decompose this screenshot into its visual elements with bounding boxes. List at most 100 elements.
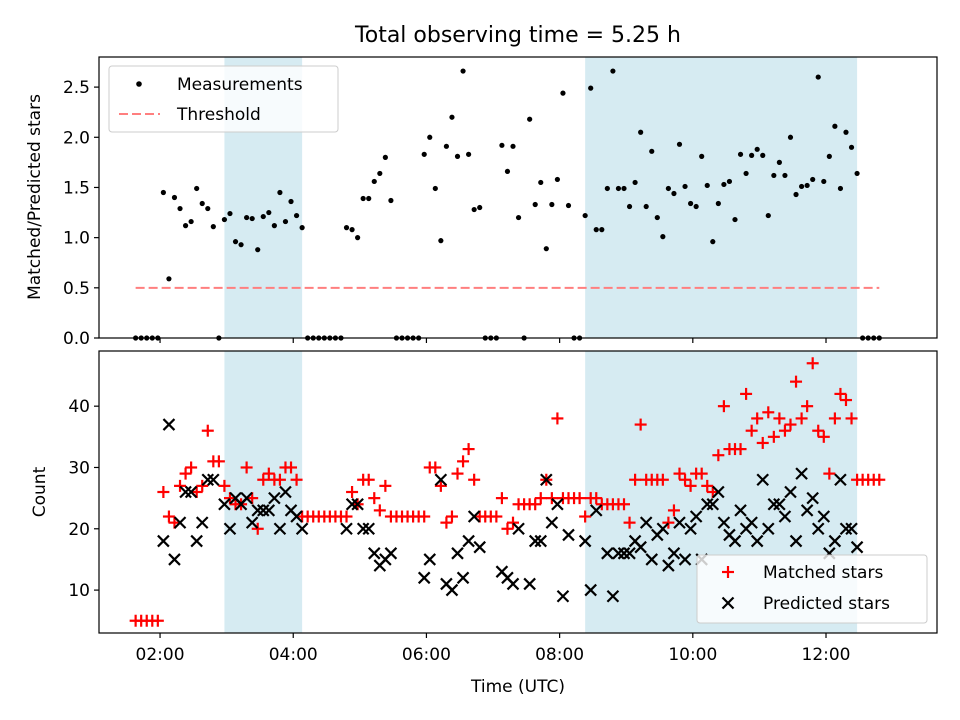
y-tick-label: 40	[68, 397, 90, 417]
top-legend: Measurements Threshold	[108, 65, 339, 133]
measurement-point	[382, 154, 388, 160]
measurement-point	[194, 185, 200, 192]
measurement-point	[588, 85, 594, 91]
matched-star-marker	[845, 412, 858, 425]
matched-star-marker	[451, 467, 464, 480]
predicted-star-marker	[256, 504, 270, 517]
matched-star-marker	[545, 492, 558, 505]
measurement-point	[638, 129, 644, 135]
matched-star-marker	[662, 516, 675, 529]
matched-star-marker	[174, 479, 187, 492]
measurement-point	[560, 90, 566, 96]
predicted-star-marker	[584, 583, 597, 597]
measurement-point	[366, 195, 372, 202]
legend-measurements-marker	[136, 81, 142, 87]
predicted-star-marker	[850, 540, 864, 554]
matched-star-marker	[262, 467, 275, 480]
matched-star-marker	[495, 492, 508, 505]
measurement-point	[427, 134, 433, 140]
measurement-point	[654, 214, 660, 221]
matched-star-marker	[740, 387, 753, 400]
measurement-point	[699, 153, 705, 159]
predicted-star-marker	[268, 491, 281, 505]
bottom-legend-box	[696, 554, 928, 624]
measurement-point	[277, 189, 283, 196]
legend-matched-marker	[722, 566, 734, 578]
measurement-point	[554, 176, 561, 183]
measurement-point	[810, 176, 816, 183]
measurement-point	[771, 172, 777, 179]
x-axis-label: Time (UTC)	[470, 677, 565, 697]
measurement-point	[171, 194, 178, 201]
measurement-point	[715, 200, 721, 207]
bottom-y-axis-ticks: 10 20 30 40	[68, 397, 99, 601]
predicted-star-marker	[545, 516, 559, 529]
predicted-star-marker	[789, 534, 803, 548]
matched-star-marker	[579, 510, 592, 523]
matched-star-marker	[784, 418, 797, 431]
matched-star-marker	[679, 473, 692, 486]
legend-matched-label: Matched stars	[763, 563, 883, 583]
measurement-point	[166, 276, 172, 282]
predicted-star-marker	[184, 485, 198, 499]
legend-predicted-label: Predicted stars	[763, 594, 890, 614]
matched-star-marker	[756, 436, 769, 449]
measurement-point	[538, 179, 544, 186]
predicted-star-marker	[662, 559, 675, 572]
y-tick-label: 2.5	[63, 78, 90, 98]
measurement-point	[726, 178, 733, 185]
matched-star-marker	[529, 498, 542, 511]
predicted-star-marker	[828, 534, 842, 548]
measurement-point	[199, 200, 205, 207]
measurement-point	[593, 227, 599, 233]
matched-star-marker	[823, 467, 836, 480]
x-tick-label: 02:00	[136, 645, 185, 665]
y-tick-label: 0.5	[63, 279, 90, 299]
predicted-star-marker	[367, 547, 381, 560]
measurement-point	[499, 142, 505, 148]
predicted-star-marker	[817, 510, 831, 523]
measurement-point	[671, 190, 677, 197]
predicted-star-marker	[218, 497, 231, 511]
matched-star-marker	[162, 510, 175, 523]
measurement-point	[804, 182, 810, 189]
matched-star-marker	[873, 473, 886, 486]
measurement-point	[721, 181, 727, 188]
predicted-star-marker	[345, 497, 359, 511]
matched-star-marker	[507, 516, 520, 529]
predicted-star-marker	[290, 510, 303, 523]
matched-star-marker	[778, 424, 791, 437]
predicted-star-marker	[578, 534, 592, 548]
legend-predicted-marker	[721, 596, 735, 610]
measurement-point	[515, 214, 522, 221]
predicted-star-marker	[451, 547, 464, 560]
x-tick-label: 04:00	[269, 645, 318, 665]
measurement-point	[182, 223, 189, 229]
matched-star-marker	[418, 510, 431, 523]
matched-star-marker	[257, 473, 270, 486]
matched-stars-markers	[129, 357, 886, 627]
measurement-point	[754, 146, 760, 152]
y-tick-label: 10	[68, 581, 90, 601]
measurement-point	[466, 151, 472, 157]
predicted-star-marker	[612, 547, 625, 560]
measurement-point	[815, 74, 821, 80]
predicted-star-marker	[351, 497, 364, 511]
matched-star-marker	[590, 492, 603, 505]
predicted-star-marker	[445, 583, 459, 597]
measurement-point	[510, 143, 516, 149]
predicted-star-marker	[689, 510, 703, 523]
matched-star-marker	[201, 424, 214, 437]
predicted-star-marker	[834, 473, 847, 487]
predicted-star-marker	[534, 534, 548, 548]
predicted-star-marker	[462, 534, 475, 548]
matched-star-marker	[157, 486, 170, 498]
measurement-point	[238, 242, 244, 248]
matched-star-marker	[834, 387, 847, 400]
predicted-star-marker	[634, 540, 647, 554]
matched-star-marker	[695, 467, 708, 480]
measurement-point	[760, 152, 766, 158]
measurement-point	[649, 148, 655, 154]
measurement-point	[282, 218, 289, 225]
measurement-point	[232, 239, 239, 245]
